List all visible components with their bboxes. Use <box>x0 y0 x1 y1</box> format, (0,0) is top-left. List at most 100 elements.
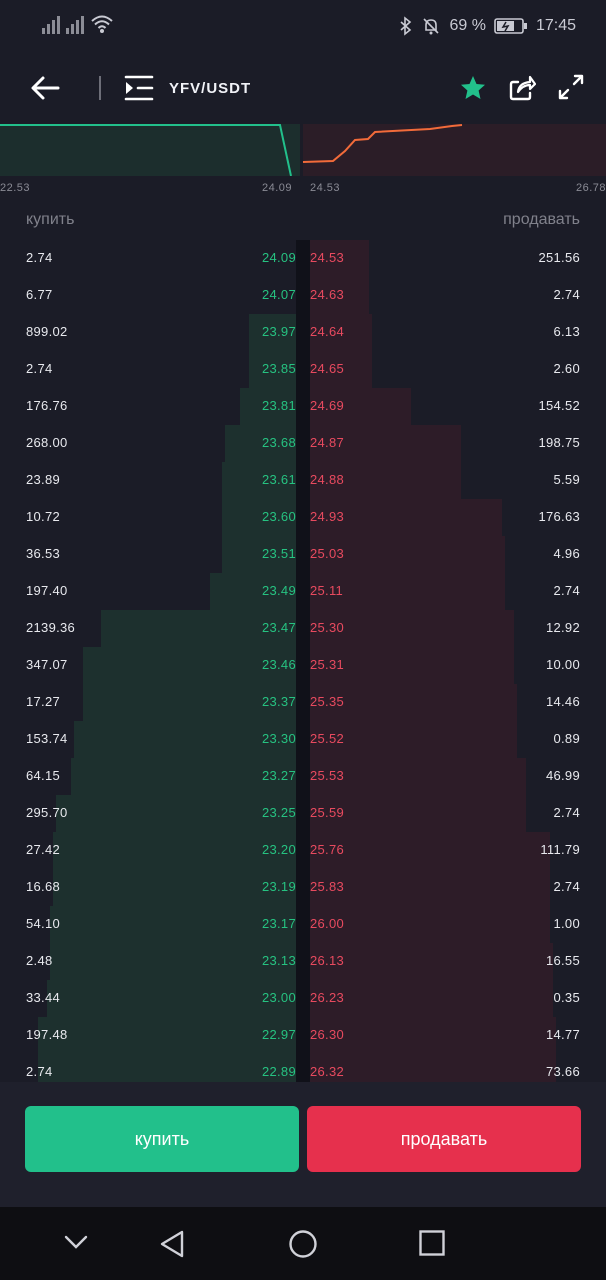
buy-price[interactable]: 23.61 <box>261 472 296 487</box>
sell-price[interactable]: 24.87 <box>310 435 345 450</box>
buy-quantity[interactable]: 197.40 <box>26 583 68 598</box>
sell-quantity[interactable]: 0.89 <box>553 731 580 746</box>
home-nav-icon[interactable] <box>288 1229 318 1259</box>
sell-price[interactable]: 24.53 <box>310 250 345 265</box>
buy-price[interactable]: 23.13 <box>261 953 296 968</box>
buy-quantity[interactable]: 2139.36 <box>26 620 76 635</box>
order-row[interactable]: 2.48 23.13 26.13 16.55 <box>0 943 606 980</box>
buy-quantity[interactable]: 2.74 <box>26 250 53 265</box>
buy-quantity[interactable]: 899.02 <box>26 324 68 339</box>
buy-quantity[interactable]: 16.68 <box>26 879 61 894</box>
buy-quantity[interactable]: 295.70 <box>26 805 68 820</box>
order-row[interactable]: 2.74 24.09 24.53 251.56 <box>0 240 606 277</box>
sell-price[interactable]: 24.69 <box>310 398 345 413</box>
hide-keyboard-icon[interactable] <box>63 1229 89 1255</box>
sell-price[interactable]: 26.23 <box>310 990 345 1005</box>
sell-quantity[interactable]: 2.74 <box>553 805 580 820</box>
order-row[interactable]: 54.10 23.17 26.00 1.00 <box>0 906 606 943</box>
sell-price[interactable]: 25.59 <box>310 805 345 820</box>
back-nav-icon[interactable] <box>158 1229 188 1259</box>
sell-price[interactable]: 25.31 <box>310 657 345 672</box>
sell-quantity[interactable]: 10.00 <box>545 657 580 672</box>
sell-quantity[interactable]: 111.79 <box>540 842 580 857</box>
order-row[interactable]: 16.68 23.19 25.83 2.74 <box>0 869 606 906</box>
order-row[interactable]: 268.00 23.68 24.87 198.75 <box>0 425 606 462</box>
sell-quantity[interactable]: 0.35 <box>553 990 580 1005</box>
buy-quantity[interactable]: 2.74 <box>26 361 53 376</box>
order-row[interactable]: 27.42 23.20 25.76 111.79 <box>0 832 606 869</box>
buy-price[interactable]: 24.09 <box>261 250 296 265</box>
order-row[interactable]: 2139.36 23.47 25.30 12.92 <box>0 610 606 647</box>
buy-price[interactable]: 23.46 <box>261 657 296 672</box>
sell-price[interactable]: 25.83 <box>310 879 345 894</box>
order-row[interactable]: 197.48 22.97 26.30 14.77 <box>0 1017 606 1054</box>
sell-quantity[interactable]: 5.59 <box>553 472 580 487</box>
pair-title[interactable]: YFV/USDT <box>169 80 252 97</box>
buy-price[interactable]: 23.49 <box>261 583 296 598</box>
sell-button[interactable]: продавать <box>307 1106 581 1172</box>
buy-price[interactable]: 23.37 <box>261 694 296 709</box>
order-row[interactable]: 197.40 23.49 25.11 2.74 <box>0 573 606 610</box>
sell-price[interactable]: 26.00 <box>310 916 345 931</box>
buy-quantity[interactable]: 27.42 <box>26 842 61 857</box>
sell-quantity[interactable]: 251.56 <box>538 250 580 265</box>
buy-quantity[interactable]: 36.53 <box>26 546 61 561</box>
fullscreen-icon[interactable] <box>558 74 584 100</box>
sell-price[interactable]: 25.30 <box>310 620 345 635</box>
sell-price[interactable]: 24.93 <box>310 509 345 524</box>
buy-price[interactable]: 23.19 <box>261 879 296 894</box>
buy-price[interactable]: 24.07 <box>261 287 296 302</box>
buy-quantity[interactable]: 2.48 <box>26 953 53 968</box>
sell-price[interactable]: 26.32 <box>310 1064 345 1079</box>
sell-price[interactable]: 25.11 <box>310 583 344 598</box>
buy-price[interactable]: 23.68 <box>261 435 296 450</box>
sell-quantity[interactable]: 176.63 <box>538 509 580 524</box>
order-row[interactable]: 153.74 23.30 25.52 0.89 <box>0 721 606 758</box>
order-row[interactable]: 33.44 23.00 26.23 0.35 <box>0 980 606 1017</box>
order-row[interactable]: 2.74 23.85 24.65 2.60 <box>0 351 606 388</box>
buy-price[interactable]: 23.97 <box>261 324 296 339</box>
buy-quantity[interactable]: 17.27 <box>26 694 61 709</box>
order-row[interactable]: 6.77 24.07 24.63 2.74 <box>0 277 606 314</box>
order-row[interactable]: 899.02 23.97 24.64 6.13 <box>0 314 606 351</box>
order-row[interactable]: 176.76 23.81 24.69 154.52 <box>0 388 606 425</box>
order-row[interactable]: 295.70 23.25 25.59 2.74 <box>0 795 606 832</box>
buy-quantity[interactable]: 347.07 <box>26 657 68 672</box>
sell-quantity[interactable]: 46.99 <box>545 768 580 783</box>
buy-quantity[interactable]: 54.10 <box>26 916 61 931</box>
buy-quantity[interactable]: 6.77 <box>26 287 53 302</box>
buy-quantity[interactable]: 23.89 <box>26 472 61 487</box>
sell-price[interactable]: 25.53 <box>310 768 345 783</box>
buy-button[interactable]: купить <box>25 1106 299 1172</box>
buy-price[interactable]: 22.97 <box>261 1027 296 1042</box>
sell-price[interactable]: 24.63 <box>310 287 345 302</box>
order-row[interactable]: 10.72 23.60 24.93 176.63 <box>0 499 606 536</box>
sell-price[interactable]: 25.03 <box>310 546 345 561</box>
buy-quantity[interactable]: 10.72 <box>26 509 61 524</box>
sell-quantity[interactable]: 14.77 <box>545 1027 580 1042</box>
recents-nav-icon[interactable] <box>418 1229 446 1257</box>
buy-quantity[interactable]: 33.44 <box>26 990 61 1005</box>
buy-quantity[interactable]: 64.15 <box>26 768 61 783</box>
buy-quantity[interactable]: 197.48 <box>26 1027 68 1042</box>
order-row[interactable]: 64.15 23.27 25.53 46.99 <box>0 758 606 795</box>
buy-quantity[interactable]: 268.00 <box>26 435 68 450</box>
sell-quantity[interactable]: 14.46 <box>545 694 580 709</box>
buy-quantity[interactable]: 153.74 <box>26 731 68 746</box>
sell-price[interactable]: 26.30 <box>310 1027 345 1042</box>
sell-price[interactable]: 24.88 <box>310 472 345 487</box>
buy-price[interactable]: 23.17 <box>261 916 296 931</box>
sell-price[interactable]: 24.64 <box>310 324 345 339</box>
buy-price[interactable]: 23.25 <box>261 805 296 820</box>
pair-menu-icon[interactable] <box>124 74 154 102</box>
buy-price[interactable]: 23.60 <box>261 509 296 524</box>
sell-quantity[interactable]: 2.74 <box>553 879 580 894</box>
back-arrow-icon[interactable] <box>30 72 62 104</box>
sell-price[interactable]: 25.52 <box>310 731 345 746</box>
buy-quantity[interactable]: 2.74 <box>26 1064 53 1079</box>
buy-quantity[interactable]: 176.76 <box>26 398 68 413</box>
order-row[interactable]: 17.27 23.37 25.35 14.46 <box>0 684 606 721</box>
buy-price[interactable]: 23.85 <box>261 361 296 376</box>
order-row[interactable]: 347.07 23.46 25.31 10.00 <box>0 647 606 684</box>
sell-quantity[interactable]: 12.92 <box>545 620 580 635</box>
